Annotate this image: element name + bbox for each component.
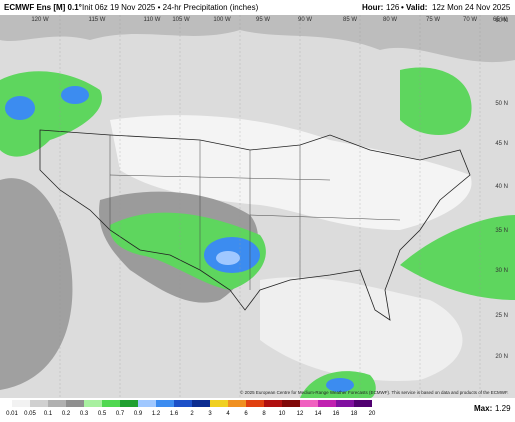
- longitude-label: 115 W: [89, 17, 106, 23]
- latitude-label: 50 N: [495, 101, 508, 107]
- longitude-label: 110 W: [144, 17, 161, 23]
- colorbar-label: 0.3: [80, 411, 89, 417]
- model-name: ECMWF Ens [M] 0.1°: [4, 3, 82, 12]
- precip-gray: [0, 178, 73, 390]
- colorbar-label: 0.7: [116, 411, 125, 417]
- colorbar-label: 14: [315, 411, 322, 417]
- colorbar-swatch: [300, 400, 318, 407]
- colorbar-swatch: [246, 400, 264, 407]
- colorbar-swatch: [84, 400, 102, 407]
- longitude-label: 85 W: [343, 17, 357, 23]
- colorbar-label: 0.05: [24, 411, 36, 417]
- init-info: Init 06z 19 Nov 2025 • 24-hr Precipitati…: [82, 3, 259, 12]
- colorbar-label: 0.2: [62, 411, 71, 417]
- latitude-label: 35 N: [495, 228, 508, 234]
- precip-lightblue: [216, 251, 240, 265]
- longitude-label: 80 W: [383, 17, 397, 23]
- colorbar-label: 18: [351, 411, 358, 417]
- latitude-label: 40 N: [495, 184, 508, 190]
- hour-label: Hour:: [362, 3, 383, 12]
- dry-area: [110, 115, 472, 230]
- precip-light: [0, 15, 515, 63]
- latitude-label: 30 N: [495, 268, 508, 274]
- valid-label: • Valid:: [401, 3, 427, 12]
- colorbar-swatch: [102, 400, 120, 407]
- longitude-label: 95 W: [256, 17, 270, 23]
- colorbar: 0.01 0.05 0.1 0.2 0.3 0.5 0.7 0.9 1.2 1.6 2 3 4 6 8 10 1…: [6, 400, 376, 417]
- colorbar-label: 3: [208, 411, 212, 417]
- precip-green: [400, 215, 515, 300]
- longitude-label: 75 W: [426, 17, 440, 23]
- colorbar-label: 2: [190, 411, 194, 417]
- colorbar-label: 12: [297, 411, 304, 417]
- colorbar-label: 0.01: [6, 411, 18, 417]
- colorbar-label: 6: [244, 411, 248, 417]
- colorbar-swatch: [282, 400, 300, 407]
- colorbar-label: 10: [279, 411, 286, 417]
- colorbar-swatch: [156, 400, 174, 407]
- colorbar-swatch: [336, 400, 354, 407]
- colorbar-label: 8: [262, 411, 266, 417]
- colorbar-swatch: [30, 400, 48, 407]
- colorbar-swatch: [66, 400, 84, 407]
- longitude-label: 65 W: [493, 17, 507, 23]
- colorbar-label: 1.2: [152, 411, 161, 417]
- colorbar-swatch: [12, 400, 30, 407]
- latitude-label: 45 N: [495, 141, 508, 147]
- header-bar: [0, 0, 515, 15]
- coastline-border: [39, 129, 471, 321]
- longitude-label: 120 W: [31, 17, 49, 23]
- max-value: 1.29: [495, 404, 511, 413]
- colorbar-label: 1.6: [170, 411, 179, 417]
- latitude-label: 20 N: [495, 354, 508, 360]
- precip-green: [400, 67, 472, 135]
- colorbar-swatch: [192, 400, 210, 407]
- colorbar-swatch: [48, 400, 66, 407]
- colorbar-label: 0.9: [134, 411, 143, 417]
- copyright: © 2025 European Centre for Medium-Range …: [240, 389, 509, 395]
- latitude-label: 25 N: [495, 313, 508, 319]
- colorbar-swatch: [264, 400, 282, 407]
- max-label: Max:: [474, 404, 492, 413]
- latitude-label: 60 N: [495, 18, 508, 24]
- longitude-label: 100 W: [213, 17, 231, 23]
- map: 120 W 115 W 110 W 105 W 100 W 95 W 90 W 85 W 80 …: [0, 15, 515, 398]
- colorbar-swatch: [120, 400, 138, 407]
- colorbar-label: 16: [333, 411, 340, 417]
- colorbar-label: 0.5: [98, 411, 107, 417]
- precip-blue: [326, 378, 354, 392]
- colorbar-swatch: [174, 400, 192, 407]
- dry-area: [260, 277, 463, 381]
- colorbar-label: 0.1: [44, 411, 53, 417]
- colorbar-swatch: [138, 400, 156, 407]
- longitude-label: 90 W: [298, 17, 312, 23]
- precip-blue: [61, 86, 89, 104]
- hour-value: 126: [386, 3, 400, 12]
- longitude-label: 105 W: [172, 17, 190, 23]
- colorbar-swatch: [354, 400, 372, 407]
- longitude-label: 70 W: [463, 17, 477, 23]
- valid-value: 12z Mon 24 Nov 2025: [432, 3, 511, 12]
- colorbar-label: 4: [226, 411, 230, 417]
- colorbar-swatch: [228, 400, 246, 407]
- colorbar-label: 20: [369, 411, 376, 417]
- precip-blue: [5, 96, 35, 120]
- colorbar-swatch: [210, 400, 228, 407]
- colorbar-swatch: [318, 400, 336, 407]
